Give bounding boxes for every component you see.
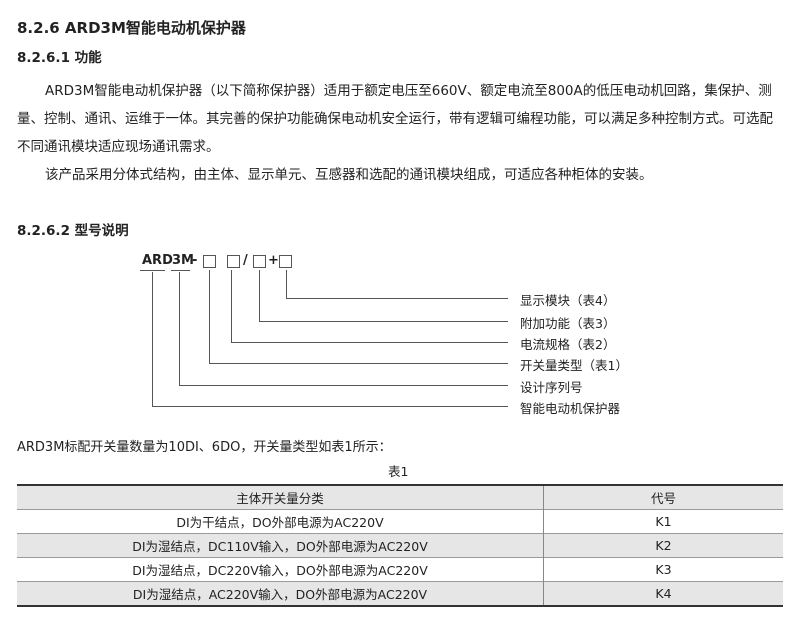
leader-line-display	[286, 270, 508, 299]
paragraph: ARD3M智能电动机保护器（以下简称保护器）适用于额定电压至660V、额定电流至…	[17, 83, 773, 155]
leader-line-current	[231, 270, 508, 343]
code-3m: 3M	[172, 253, 194, 268]
switch-note: ARD3M标配开关量数量为10DI、6DO，开关量类型如表1所示：	[17, 440, 392, 455]
cell-code: K3	[655, 562, 672, 577]
cell-category: DI为湿结点，AC220V输入，DO外部电源为AC220V	[17, 581, 544, 606]
placeholder-box-1	[203, 255, 216, 268]
paragraph: 该产品采用分体式结构，由主体、显示单元、互感器和选配的通讯模块组成，可适应各种柜…	[45, 167, 653, 183]
table-caption: 表1	[388, 464, 409, 479]
placeholder-box-4	[279, 255, 292, 268]
header-category: 主体开关量分类	[17, 485, 544, 510]
switch-type-table: 主体开关量分类 代号 DI为干结点，DO外部电源为AC220V K1 DI为湿结…	[17, 484, 783, 607]
cell-category: DI为干结点，DO外部电源为AC220V	[17, 509, 544, 534]
section-title: 8.2.6 ARD3M智能电动机保护器	[17, 19, 246, 37]
subsection-title-function: 8.2.6.1 功能	[17, 50, 102, 66]
code-dash: -	[192, 253, 198, 268]
cell-code: K4	[655, 586, 672, 601]
cell-code: K1	[655, 514, 672, 529]
code-slash: /	[243, 253, 248, 268]
function-description: ARD3M智能电动机保护器（以下简称保护器）适用于额定电压至660V、额定电流至…	[17, 77, 783, 189]
cell-category: DI为湿结点，DC220V输入，DO外部电源为AC220V	[17, 557, 544, 582]
label-switch-type: 开关量类型（表1）	[520, 358, 628, 373]
label-product: 智能电动机保护器	[520, 401, 621, 416]
code-ard: ARD	[142, 253, 173, 268]
subsection-title-model: 8.2.6.2 型号说明	[17, 223, 129, 239]
table-row: DI为湿结点，AC220V输入，DO外部电源为AC220V K4	[17, 581, 783, 606]
label-design-series: 设计序列号	[520, 380, 583, 395]
placeholder-box-2	[227, 255, 240, 268]
placeholder-box-3	[253, 255, 266, 268]
cell-category: DI为湿结点，DC110V输入，DO外部电源为AC220V	[17, 533, 544, 558]
label-current-spec: 电流规格（表2）	[520, 337, 616, 352]
leader-line-additional	[259, 270, 508, 322]
table-header-row: 主体开关量分类 代号	[17, 485, 783, 510]
header-code: 代号	[650, 491, 676, 506]
leader-line-series	[179, 272, 508, 386]
code-plus: +	[268, 253, 279, 268]
table-row: DI为干结点，DO外部电源为AC220V K1	[17, 509, 783, 534]
leader-line-product	[152, 272, 508, 407]
cell-code: K2	[655, 538, 672, 553]
label-additional-function: 附加功能（表3）	[520, 316, 616, 331]
table-row: DI为湿结点，DC110V输入，DO外部电源为AC220V K2	[17, 533, 783, 558]
table-row: DI为湿结点，DC220V输入，DO外部电源为AC220V K3	[17, 557, 783, 582]
leader-line-switch	[209, 270, 508, 364]
label-display-module: 显示模块（表4）	[520, 293, 616, 308]
